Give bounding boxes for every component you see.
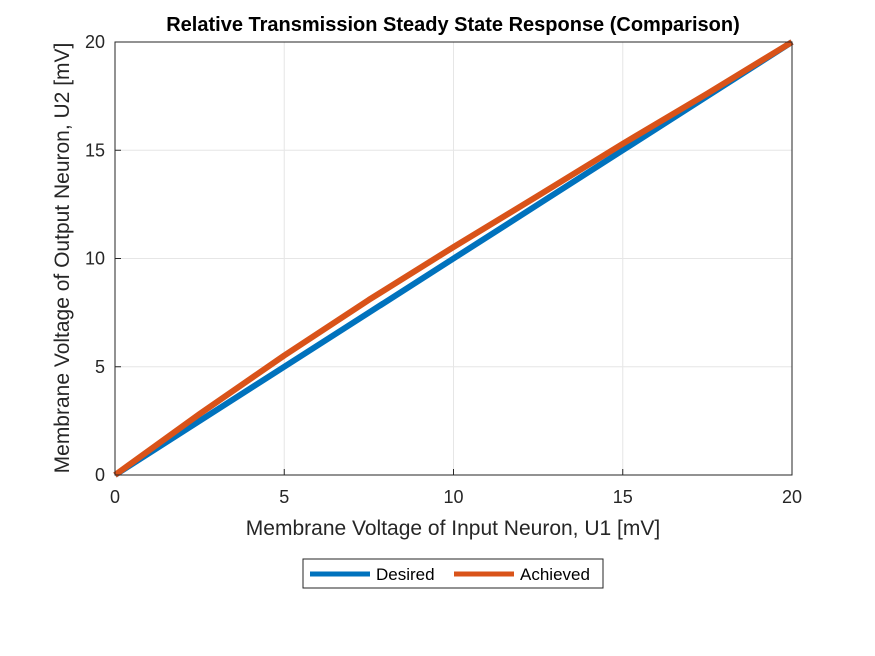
series-line-desired	[113, 39, 794, 478]
x-tick-label: 10	[443, 487, 463, 507]
y-tick-label: 0	[95, 465, 105, 485]
y-tick-label: 10	[85, 249, 105, 269]
x-tick-label: 0	[110, 487, 120, 507]
axis-ticks: 0 5 10 15 20 0 5 10 15 20	[85, 32, 802, 507]
legend-label-desired: Desired	[376, 565, 435, 584]
x-tick-label: 5	[279, 487, 289, 507]
legend: Desired Achieved	[302, 558, 604, 589]
legend-label-achieved: Achieved	[520, 565, 590, 584]
y-tick-label: 15	[85, 140, 105, 160]
y-tick-label: 20	[85, 32, 105, 52]
x-axis-label: Membrane Voltage of Input Neuron, U1 [mV…	[246, 517, 660, 540]
series-layer	[113, 39, 794, 478]
x-tick-label: 20	[782, 487, 802, 507]
y-tick-label: 5	[95, 357, 105, 377]
y-axis-label: Membrane Voltage of Output Neuron, U2 [m…	[51, 43, 74, 474]
series-line-achieved	[113, 39, 794, 478]
chart-title: Relative Transmission Steady State Respo…	[166, 14, 740, 36]
x-tick-label: 15	[613, 487, 633, 507]
